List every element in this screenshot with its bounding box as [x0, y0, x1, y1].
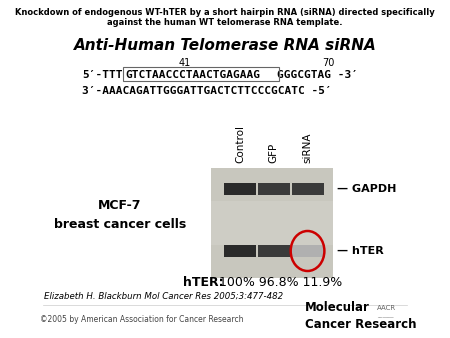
Bar [224, 183, 256, 195]
Text: 41: 41 [179, 58, 191, 68]
Text: ©2005 by American Association for Cancer Research: ©2005 by American Association for Cancer… [40, 315, 243, 324]
Text: Control: Control [235, 125, 245, 163]
Bar [292, 183, 324, 195]
Bar [258, 245, 290, 257]
Text: — GAPDH: — GAPDH [337, 184, 396, 194]
Text: 70: 70 [322, 58, 334, 68]
Bar [258, 183, 290, 195]
Bar [211, 168, 333, 278]
Text: AACR: AACR [377, 305, 396, 311]
Bar [224, 245, 256, 257]
Text: 100% 96.8% 11.9%: 100% 96.8% 11.9% [219, 276, 342, 290]
Text: Elizabeth H. Blackburn Mol Cancer Res 2005;3:477-482: Elizabeth H. Blackburn Mol Cancer Res 20… [44, 292, 283, 301]
Text: siRNA: siRNA [302, 132, 313, 163]
Bar [123, 67, 279, 81]
Text: Anti-Human Telomerase RNA siRNA: Anti-Human Telomerase RNA siRNA [74, 38, 376, 53]
Text: 5′-TTT: 5′-TTT [82, 70, 122, 80]
Bar [211, 201, 333, 245]
Text: 3′-AAACAGATTGGGATTGACTCTTCCCGCATC -5′: 3′-AAACAGATTGGGATTGACTCTTCCCGCATC -5′ [82, 86, 332, 96]
Text: GTCTAACCCTAACTGAGAAG: GTCTAACCCTAACTGAGAAG [126, 70, 261, 80]
Text: ______: ______ [377, 313, 393, 317]
Text: — hTER: — hTER [337, 246, 384, 256]
Text: MCF-7
breast cancer cells: MCF-7 breast cancer cells [54, 199, 186, 231]
Text: hTER:: hTER: [183, 276, 224, 290]
Text: GGGCGTAG -3′: GGGCGTAG -3′ [277, 70, 358, 80]
Bar [292, 245, 324, 257]
Text: Knockdown of endogenous WT-hTER by a short hairpin RNA (siRNA) directed specific: Knockdown of endogenous WT-hTER by a sho… [15, 8, 435, 27]
Text: Molecular
Cancer Research: Molecular Cancer Research [305, 301, 417, 331]
Text: GFP: GFP [269, 143, 279, 163]
